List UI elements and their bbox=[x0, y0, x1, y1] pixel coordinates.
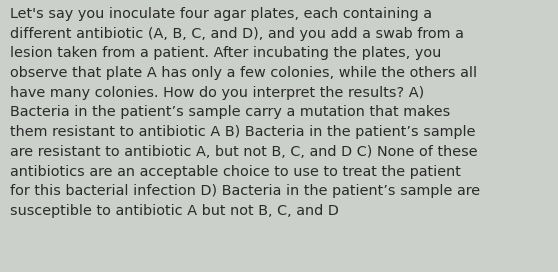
Text: Let's say you inoculate four agar plates, each containing a
different antibiotic: Let's say you inoculate four agar plates… bbox=[10, 7, 480, 218]
